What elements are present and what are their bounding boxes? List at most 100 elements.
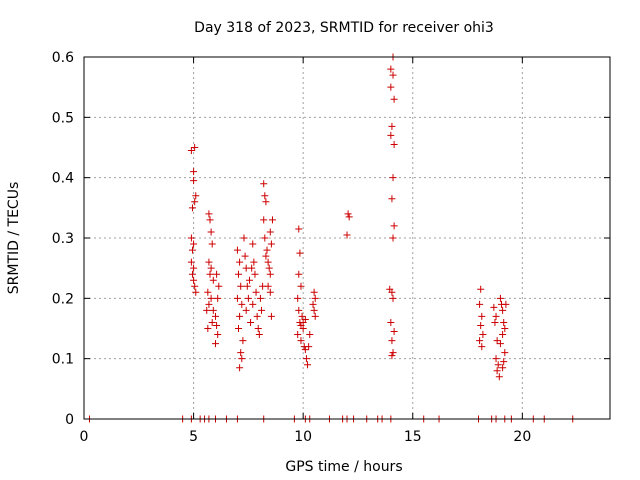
data-point	[389, 174, 397, 182]
data-point	[236, 312, 244, 320]
data-point	[390, 222, 398, 230]
data-point	[343, 231, 351, 239]
data-point	[190, 177, 198, 185]
x-tick-label: 5	[189, 429, 198, 445]
data-point	[251, 270, 259, 278]
data-point	[388, 122, 396, 130]
data-point	[306, 331, 314, 339]
data-point	[236, 364, 244, 372]
data-point	[207, 294, 215, 302]
data-point	[389, 234, 397, 242]
data-point	[388, 352, 396, 360]
data-point	[266, 270, 274, 278]
data-point	[260, 180, 268, 188]
data-point	[299, 318, 307, 326]
x-tick-label: 0	[80, 429, 89, 445]
data-point	[387, 131, 395, 139]
data-point	[191, 144, 199, 151]
data-point	[492, 355, 500, 363]
data-point	[262, 252, 270, 260]
data-point	[500, 318, 508, 326]
data-point	[212, 312, 219, 320]
data-point	[344, 210, 352, 218]
data-point	[496, 294, 504, 302]
y-tick-label: 0.2	[52, 291, 74, 307]
data-point	[212, 340, 219, 348]
data-point	[205, 258, 213, 266]
data-point	[478, 343, 486, 351]
data-point	[502, 300, 510, 308]
data-point	[310, 288, 318, 296]
data-point	[295, 306, 303, 314]
data-point	[296, 249, 304, 257]
data-point	[268, 216, 276, 224]
data-point	[233, 246, 241, 254]
data-point	[294, 331, 302, 339]
data-point	[253, 312, 261, 320]
data-point	[241, 252, 249, 260]
data-point	[208, 318, 216, 326]
data-point	[389, 349, 397, 357]
data-point	[311, 312, 319, 320]
data-point	[267, 240, 275, 248]
data-point	[298, 312, 306, 320]
data-point	[240, 234, 248, 242]
data-point	[206, 270, 214, 278]
data-point	[250, 258, 258, 266]
data-point	[245, 276, 253, 284]
data-point	[207, 264, 215, 272]
x-tick-label: 20	[513, 429, 531, 445]
data-point	[209, 276, 217, 284]
data-point	[213, 270, 221, 278]
data-point	[299, 325, 307, 332]
data-point	[494, 361, 502, 369]
data-point	[261, 192, 269, 200]
data-point	[309, 300, 317, 308]
data-point	[499, 331, 507, 339]
data-point	[248, 264, 256, 272]
y-tick-label: 0.1	[52, 352, 74, 368]
data-point	[188, 270, 196, 278]
data-point	[237, 282, 245, 290]
data-point	[476, 300, 484, 308]
data-point	[203, 306, 211, 314]
data-point	[490, 303, 498, 311]
data-point	[190, 168, 198, 176]
data-point	[479, 331, 487, 339]
data-point	[260, 216, 268, 224]
data-point	[252, 288, 260, 296]
data-point	[266, 228, 274, 236]
data-point	[236, 258, 244, 266]
data-point	[387, 318, 395, 326]
data-point	[213, 321, 221, 329]
data-point	[190, 276, 198, 284]
data-point	[295, 270, 303, 278]
data-point	[389, 294, 397, 302]
data-point	[390, 328, 398, 336]
data-point	[244, 294, 252, 302]
data-point	[214, 331, 222, 339]
y-tick-label: 0.3	[52, 231, 74, 247]
data-point	[188, 204, 196, 212]
x-tick-label: 15	[404, 429, 422, 445]
data-point	[390, 140, 398, 148]
data-point	[477, 285, 485, 293]
data-point	[478, 312, 486, 320]
y-tick-label: 0.6	[52, 50, 74, 66]
data-point	[192, 288, 200, 296]
x-axis-label: GPS time / hours	[285, 459, 402, 475]
data-point	[188, 246, 196, 254]
data-point	[239, 337, 247, 345]
y-axis-label: SRMTID / TECUs	[6, 182, 22, 295]
data-point	[242, 306, 250, 314]
data-point	[390, 95, 398, 103]
x-tick-label: 10	[294, 429, 312, 445]
data-point	[187, 147, 195, 155]
data-point	[491, 318, 499, 326]
data-point	[264, 258, 272, 266]
data-point	[297, 282, 305, 290]
plot-frame	[83, 56, 611, 420]
data-point	[492, 312, 500, 320]
data-point	[238, 355, 246, 363]
data-point	[295, 225, 303, 233]
